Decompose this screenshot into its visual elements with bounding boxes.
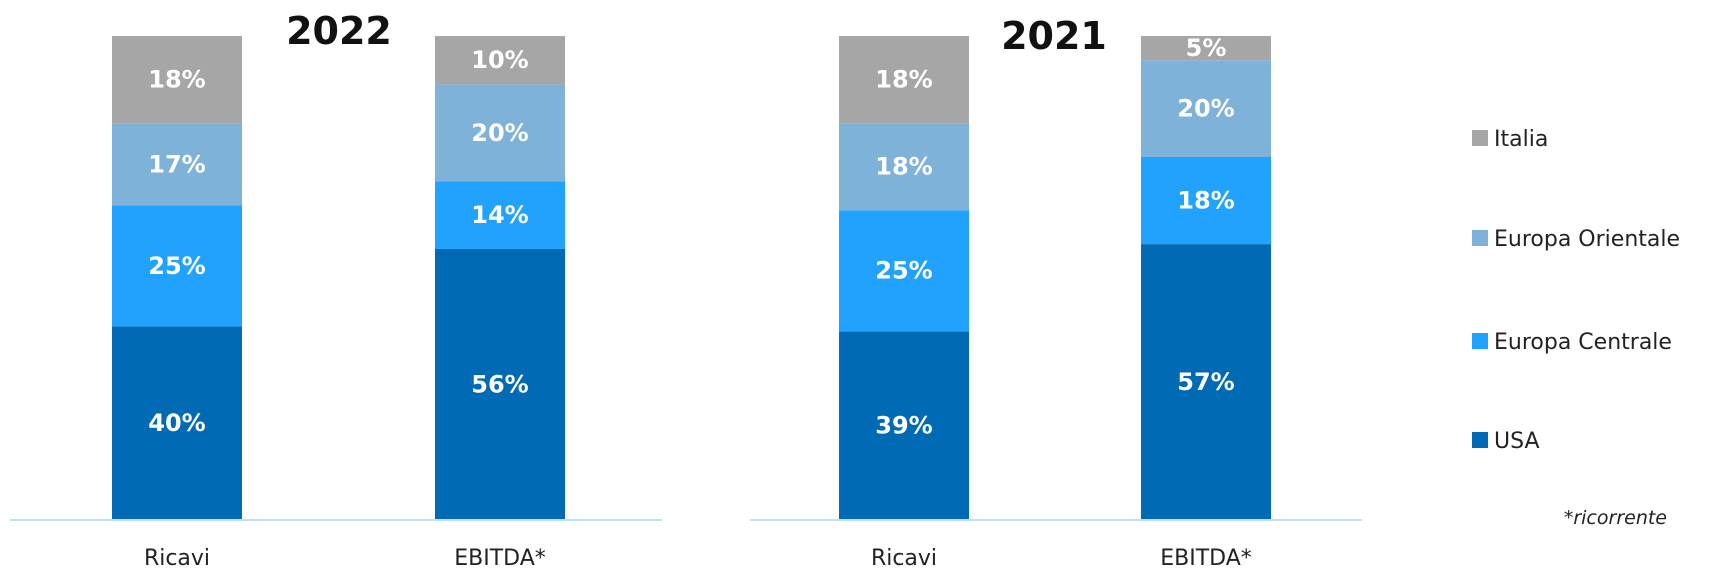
bar-segment-europa-centrale — [112, 205, 242, 327]
data-label: 25% — [875, 257, 932, 285]
bar-segment-italia — [1141, 36, 1271, 61]
legend: Italia Europa Orientale Europa Centrale … — [1472, 127, 1680, 454]
bar-segment-italia — [112, 36, 242, 124]
bar-segment-europa-orientale — [435, 84, 565, 182]
x-tick-label: Ricavi — [871, 546, 937, 571]
x-tick-label: EBITDA* — [454, 546, 546, 571]
bar-segment-europa-orientale — [839, 123, 969, 211]
x-tick-label: Ricavi — [144, 546, 210, 571]
data-label: 57% — [1177, 368, 1234, 396]
data-label: 14% — [471, 201, 528, 229]
bar-segment-europa-centrale — [435, 181, 565, 249]
bar-segment-europa-orientale — [112, 123, 242, 206]
data-label: 18% — [1177, 187, 1234, 215]
bar-segment-usa — [112, 326, 242, 520]
legend-swatch — [1472, 333, 1488, 349]
data-label: 18% — [875, 153, 932, 181]
bar-segment-usa — [435, 248, 565, 520]
data-label: 56% — [471, 370, 528, 398]
bar-segment-italia — [435, 36, 565, 85]
bar-segment-europa-centrale — [839, 210, 969, 332]
legend-item-europa-centrale: Europa Centrale — [1472, 330, 1672, 355]
data-label: 40% — [148, 409, 205, 437]
bar-segment-europa-centrale — [1141, 157, 1271, 245]
footnote: *ricorrente — [1564, 507, 1667, 529]
data-label: 18% — [875, 66, 932, 94]
legend-label: Europa Orientale — [1494, 227, 1680, 252]
bar-segment-usa — [839, 331, 969, 520]
legend-swatch — [1472, 130, 1488, 146]
data-label: 17% — [148, 150, 205, 178]
chart-title: 2021 — [1001, 14, 1107, 58]
data-label: 20% — [471, 119, 528, 147]
data-label: 10% — [471, 46, 528, 74]
data-label: 20% — [1177, 95, 1234, 123]
legend-item-usa: USA — [1472, 429, 1540, 454]
bar-segment-europa-orientale — [1141, 60, 1271, 158]
x-tick-label: EBITDA* — [1160, 546, 1252, 571]
chart-panel-2021: 2021 39% 25% 18% 18% 57% 18% 20% 5% Ricavi EBIT… — [750, 14, 1362, 571]
legend-item-italia: Italia — [1472, 127, 1548, 152]
legend-label: Italia — [1494, 127, 1548, 152]
chart-panel-2022: 2022 40% 25% 17% 18% 56% 14% 20% 10% Ricavi EBI… — [10, 9, 662, 571]
data-label: 39% — [875, 412, 932, 440]
legend-swatch — [1472, 230, 1488, 246]
legend-item-europa-orientale: Europa Orientale — [1472, 227, 1680, 252]
chart-title: 2022 — [286, 9, 392, 53]
legend-swatch — [1472, 432, 1488, 448]
legend-label: USA — [1494, 429, 1540, 454]
legend-label: Europa Centrale — [1494, 330, 1672, 355]
data-label: 18% — [148, 66, 205, 94]
bar-segment-italia — [839, 36, 969, 124]
bar-segment-usa — [1141, 244, 1271, 520]
data-label: 25% — [148, 252, 205, 280]
data-label: 5% — [1186, 34, 1227, 62]
